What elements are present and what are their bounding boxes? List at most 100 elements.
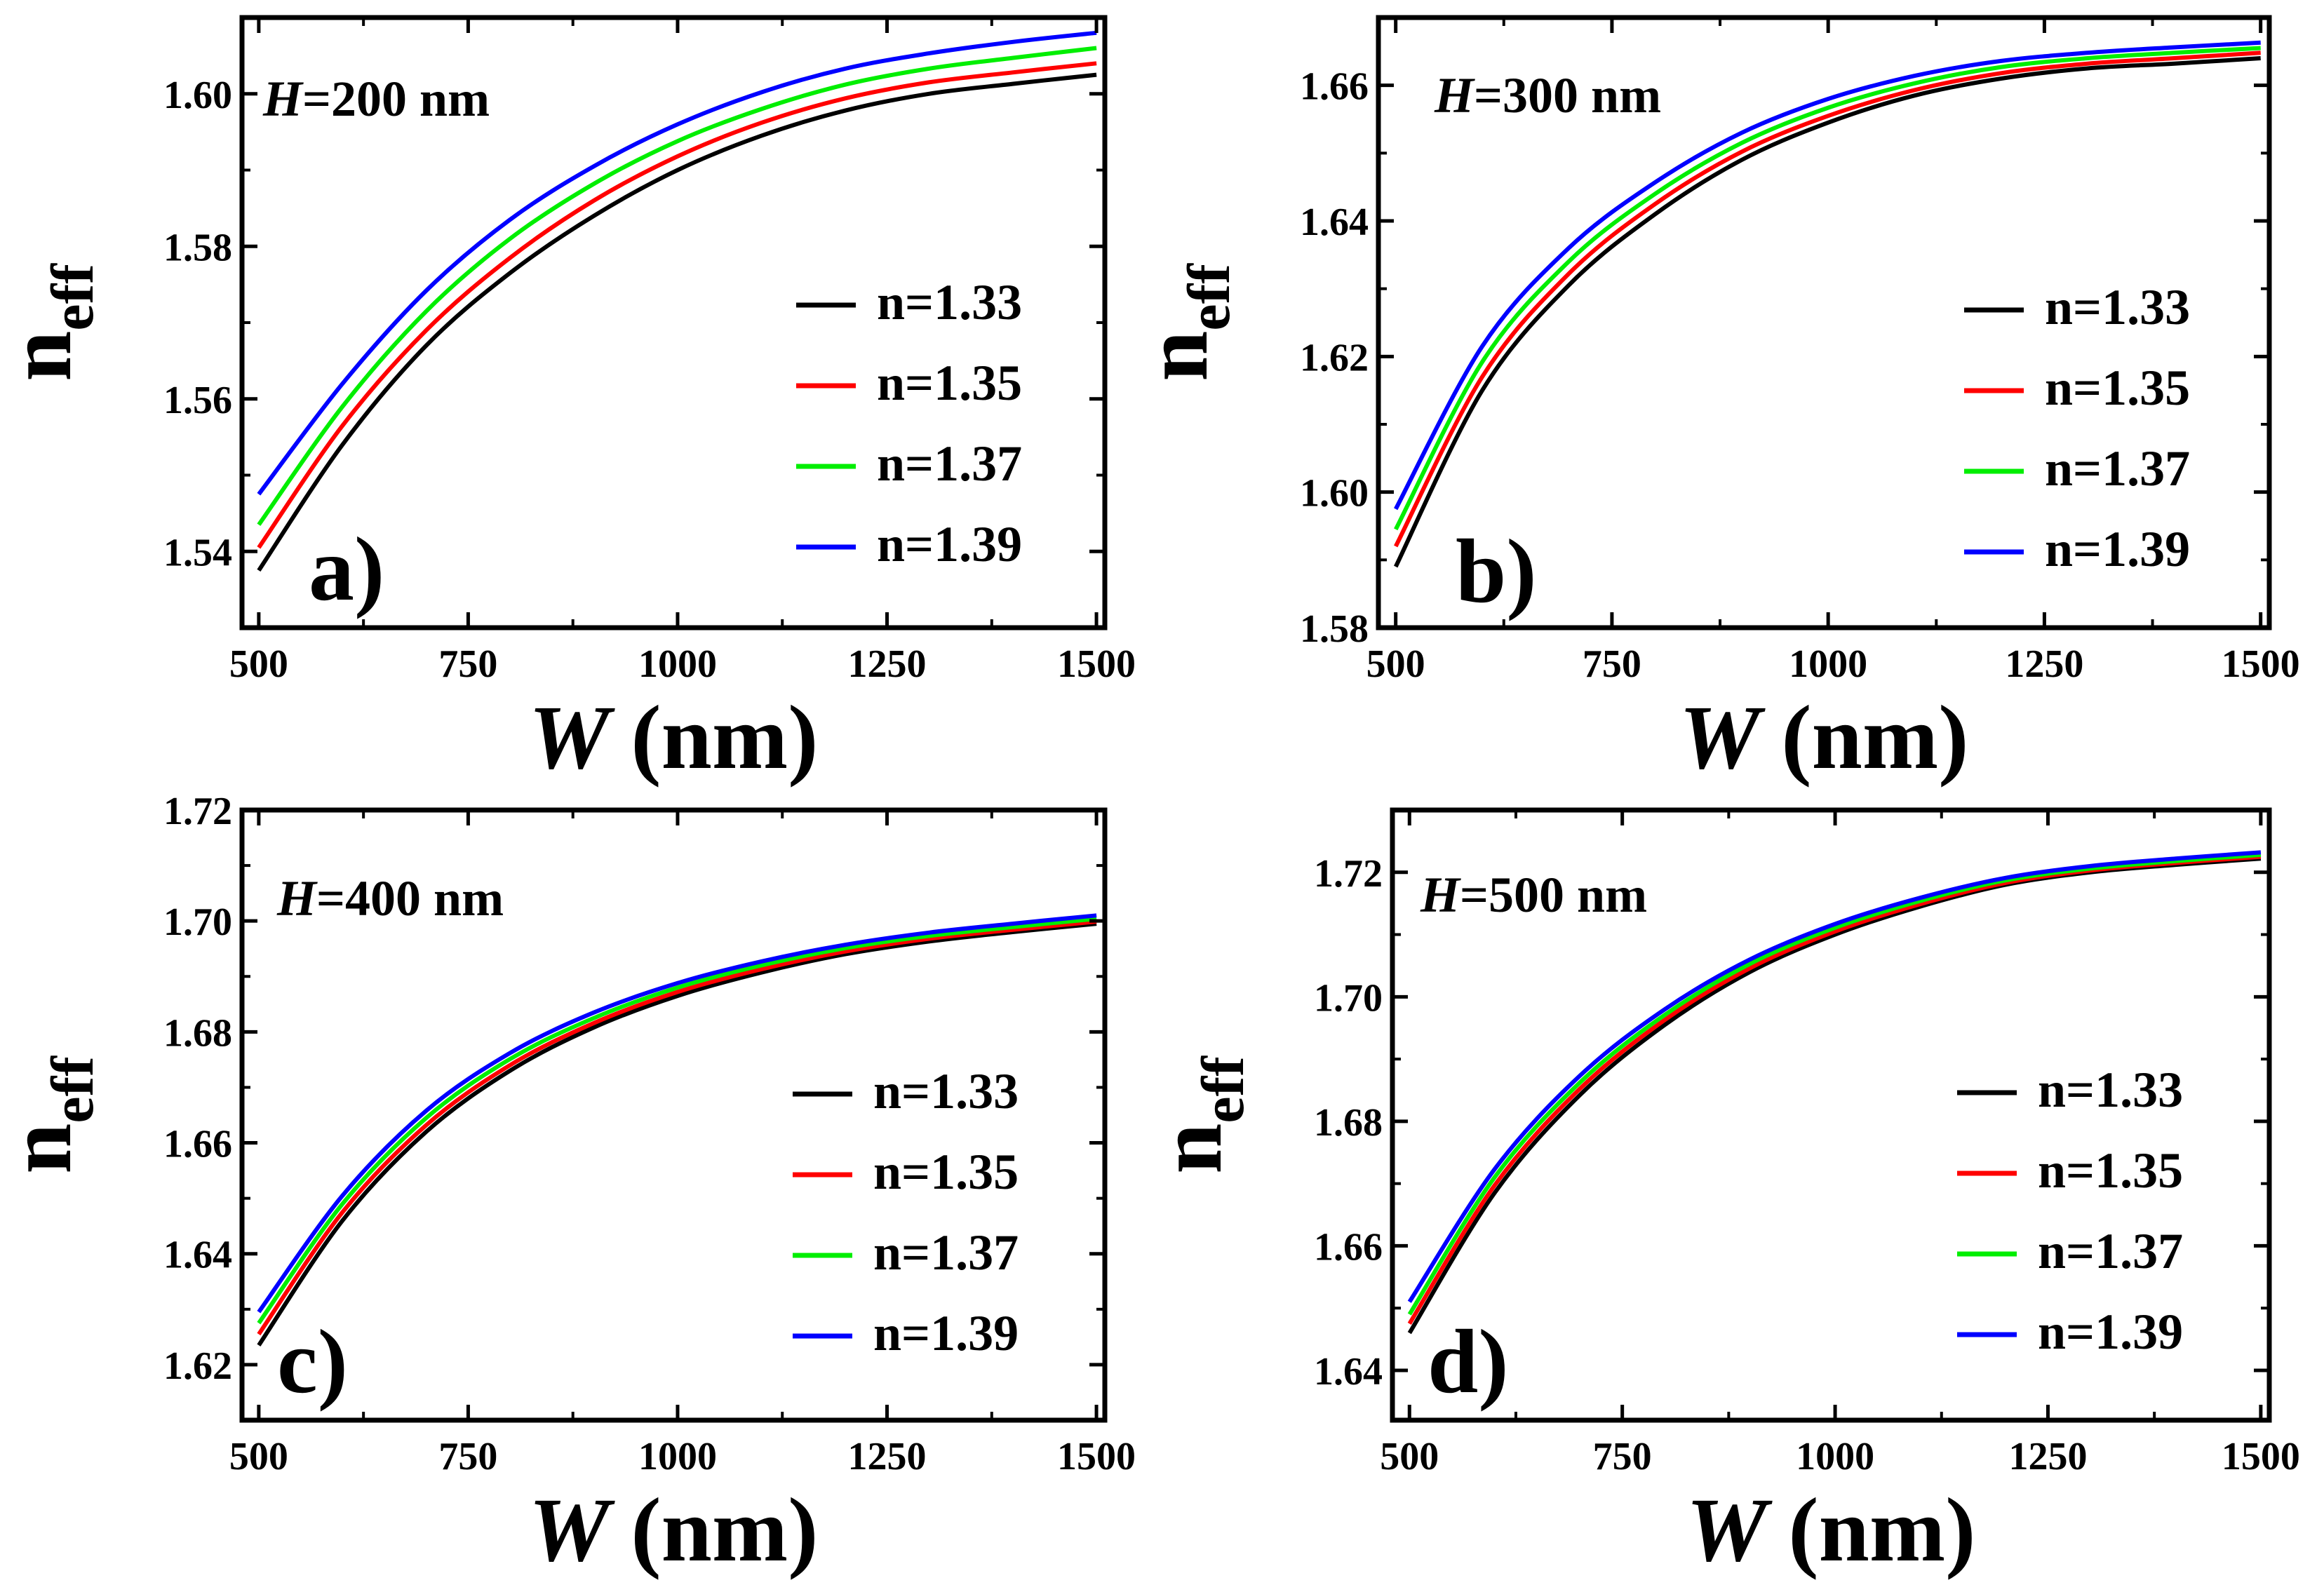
series-line-n=1.37 bbox=[257, 917, 1097, 1325]
series-line-n=1.33 bbox=[257, 922, 1097, 1347]
series-group bbox=[257, 30, 1097, 572]
y-tick-label: 1.58 bbox=[163, 226, 232, 269]
x-tick-label: 750 bbox=[1593, 1435, 1652, 1478]
series-line-n=1.39 bbox=[1394, 40, 2261, 511]
x-tick-label: 1000 bbox=[638, 642, 717, 686]
panel-label: b) bbox=[1456, 521, 1537, 622]
x-axis-unit: (nm) bbox=[1788, 1480, 1975, 1581]
height-annotation: H=200 nm bbox=[262, 71, 490, 127]
legend-label: n=1.39 bbox=[873, 1305, 1019, 1361]
series-line-n=1.35 bbox=[1394, 50, 2261, 548]
x-tick-label: 750 bbox=[1583, 642, 1641, 686]
x-tick-label: 500 bbox=[229, 642, 288, 686]
y-tick-label: 1.56 bbox=[163, 379, 232, 422]
series-group bbox=[257, 913, 1097, 1347]
y-tick-label: 1.68 bbox=[1314, 1101, 1383, 1145]
y-axis-title: neff bbox=[0, 1055, 106, 1174]
height-value: =400 nm bbox=[316, 870, 504, 926]
legend-label: n=1.35 bbox=[873, 1144, 1019, 1200]
y-tick-label: 1.66 bbox=[1314, 1225, 1383, 1269]
x-axis-unit: (nm) bbox=[631, 1480, 818, 1581]
x-axis-title: W (nm) bbox=[1679, 687, 1969, 788]
x-axis-title: W (nm) bbox=[1686, 1480, 1976, 1581]
legend-label: n=1.33 bbox=[2045, 279, 2190, 335]
x-tick-label: 1500 bbox=[2222, 1435, 2300, 1478]
y-tick-label: 1.64 bbox=[163, 1234, 232, 1277]
height-annotation: H=400 nm bbox=[276, 870, 504, 926]
legend-label: n=1.37 bbox=[873, 1225, 1019, 1281]
legend-label: n=1.37 bbox=[2038, 1223, 2183, 1279]
height-var: H bbox=[276, 870, 318, 926]
x-axis-var: W bbox=[1679, 687, 1782, 788]
y-tick-label: 1.70 bbox=[1314, 976, 1383, 1020]
y-tick-label: 1.58 bbox=[1300, 607, 1369, 651]
x-axis-title: W (nm) bbox=[529, 1480, 819, 1581]
y-tick-label: 1.54 bbox=[163, 531, 232, 574]
y-tick-label: 1.72 bbox=[163, 790, 232, 833]
height-var: H bbox=[1434, 67, 1475, 123]
y-axis-sub: eff bbox=[1175, 263, 1242, 331]
series-line-n=1.39 bbox=[257, 30, 1097, 496]
series-line-n=1.39 bbox=[257, 913, 1097, 1314]
x-tick-label: 1250 bbox=[2005, 642, 2083, 686]
x-tick-label: 500 bbox=[1366, 642, 1425, 686]
x-tick-label: 1500 bbox=[1057, 642, 1136, 686]
x-tick-label: 1250 bbox=[2008, 1435, 2087, 1478]
x-tick-label: 750 bbox=[438, 642, 497, 686]
height-var: H bbox=[1420, 867, 1461, 923]
x-tick-label: 1250 bbox=[848, 642, 927, 686]
y-axis-title: neff bbox=[1126, 263, 1242, 382]
y-tick-label: 1.62 bbox=[163, 1344, 232, 1388]
y-axis-title: neff bbox=[1140, 1055, 1256, 1174]
x-tick-label: 1000 bbox=[638, 1435, 717, 1478]
plot-frame bbox=[239, 807, 1108, 1423]
panel-label: c) bbox=[277, 1311, 348, 1412]
series-line-n=1.37 bbox=[1407, 852, 2262, 1316]
series-line-n=1.37 bbox=[257, 46, 1097, 526]
legend-label: n=1.39 bbox=[2038, 1304, 2183, 1360]
y-tick-label: 1.66 bbox=[1300, 65, 1369, 109]
y-tick-label: 1.72 bbox=[1314, 852, 1383, 896]
plot-frame bbox=[1376, 15, 2272, 630]
legend-label: n=1.39 bbox=[877, 516, 1022, 572]
legend-label: n=1.35 bbox=[877, 355, 1022, 411]
y-axis-main: n bbox=[1126, 331, 1227, 382]
x-axis-var: W bbox=[529, 1480, 631, 1581]
x-tick-label: 1000 bbox=[1796, 1435, 1874, 1478]
series-line-n=1.33 bbox=[257, 72, 1097, 572]
panel-label: a) bbox=[309, 519, 384, 620]
x-axis-title: W (nm) bbox=[529, 687, 819, 788]
x-axis-unit: (nm) bbox=[1781, 687, 1968, 788]
y-tick-label: 1.60 bbox=[1300, 472, 1369, 515]
y-tick-label: 1.64 bbox=[1314, 1350, 1383, 1394]
legend-label: n=1.33 bbox=[2038, 1062, 2183, 1118]
panel-label: d) bbox=[1428, 1311, 1509, 1412]
series-line-n=1.39 bbox=[1407, 850, 2262, 1303]
legend-label: n=1.39 bbox=[2045, 521, 2190, 577]
y-axis-sub: eff bbox=[39, 1055, 106, 1124]
panel-a: 500 750 1000 1250 1500 1.54 1.56 1.58 1.60 W (nm)… bbox=[0, 15, 1136, 788]
x-tick-label: 1250 bbox=[848, 1435, 927, 1478]
legend-label: n=1.33 bbox=[873, 1063, 1019, 1119]
y-tick-label: 1.62 bbox=[1300, 336, 1369, 379]
series-line-n=1.35 bbox=[257, 61, 1097, 549]
y-tick-label: 1.70 bbox=[163, 900, 232, 944]
y-tick-label: 1.68 bbox=[163, 1011, 232, 1055]
height-annotation: H=300 nm bbox=[1434, 67, 1661, 123]
x-tick-label: 500 bbox=[229, 1435, 288, 1478]
plot-frame bbox=[1390, 807, 2272, 1423]
legend-label: n=1.37 bbox=[2045, 440, 2190, 497]
legend-label: n=1.35 bbox=[2038, 1142, 2183, 1199]
panel-b: 500 750 1000 1250 1500 1.58 1.60 1.62 1.64 1.66 W … bbox=[1126, 15, 2300, 788]
x-axis-unit: (nm) bbox=[631, 687, 818, 788]
height-annotation: H=500 nm bbox=[1420, 867, 1647, 923]
x-axis-var: W bbox=[529, 687, 631, 788]
y-axis-main: n bbox=[0, 331, 90, 382]
x-axis-var: W bbox=[1686, 1480, 1789, 1581]
height-var: H bbox=[262, 71, 304, 127]
legend-label: n=1.37 bbox=[877, 436, 1022, 492]
legend-label: n=1.33 bbox=[877, 274, 1022, 330]
x-tick-label: 500 bbox=[1380, 1435, 1439, 1478]
y-axis-main: n bbox=[0, 1124, 90, 1174]
